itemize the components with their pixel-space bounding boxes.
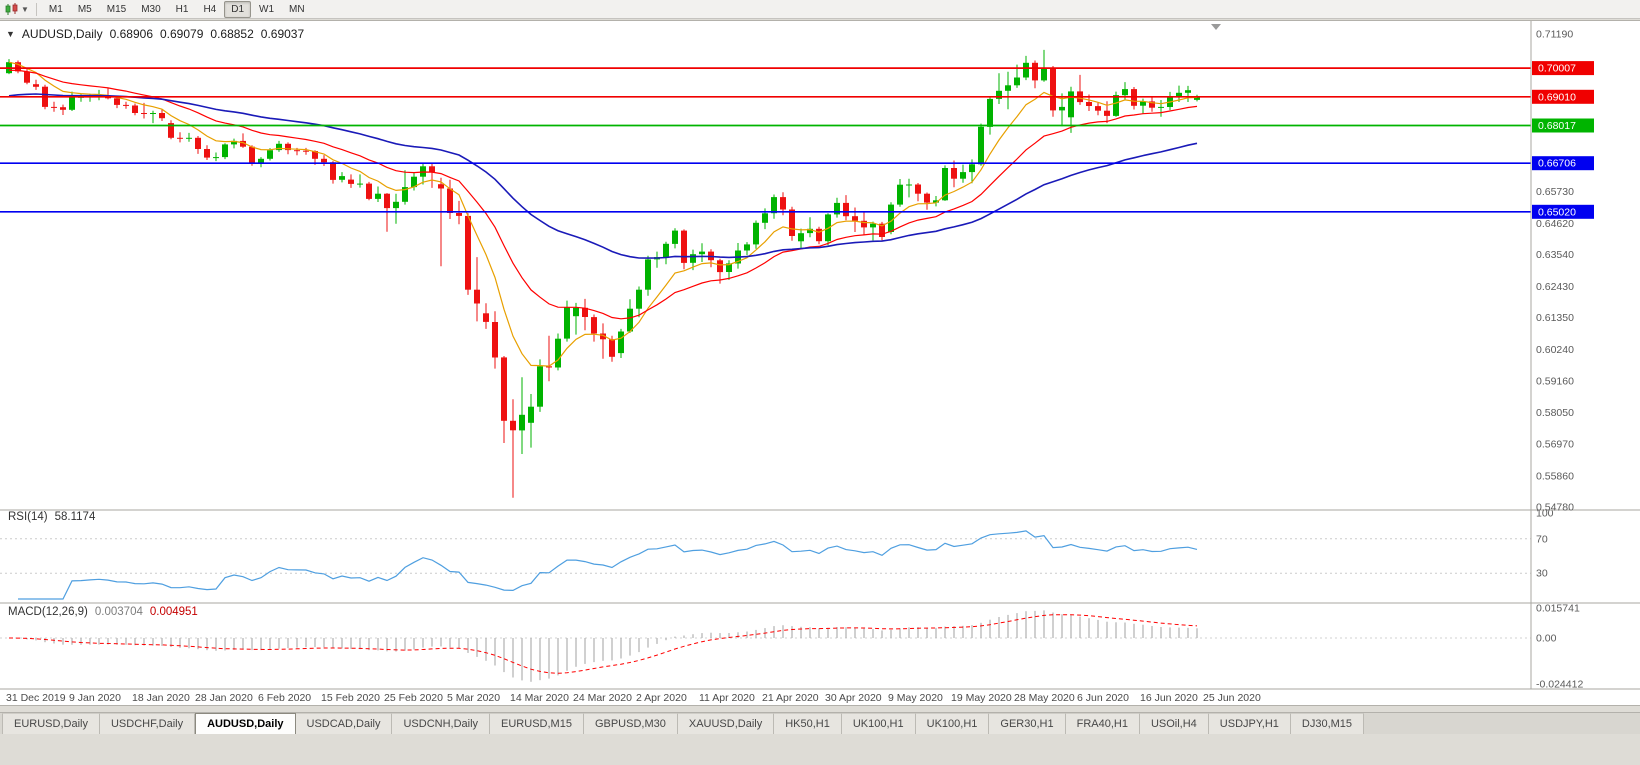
timeframe-button-w1[interactable]: W1	[259, 3, 275, 15]
horizontal-level-lines[interactable]: 0.70007 0.69010 0.68017 0.66706 0.65020	[0, 61, 1594, 219]
rsi-line	[18, 530, 1198, 600]
svg-text:0.65730: 0.65730	[1536, 186, 1574, 198]
chart-tab-uk100-h1[interactable]: UK100,H1	[841, 713, 916, 734]
svg-text:0.55860: 0.55860	[1536, 470, 1574, 482]
chart-tab-gbpusd-m30[interactable]: GBPUSD,M30	[583, 713, 678, 734]
svg-text:0.60240: 0.60240	[1536, 344, 1574, 356]
timeframe-button-h4[interactable]: H4	[203, 3, 217, 15]
svg-text:14 Mar 2020: 14 Mar 2020	[510, 692, 569, 704]
chart-tab-ger30-h1[interactable]: GER30,H1	[989, 713, 1066, 734]
toolbar-separator	[35, 2, 37, 16]
svg-text:30 Apr 2020: 30 Apr 2020	[825, 692, 882, 704]
chart-tab-usoil-h4[interactable]: USOil,H4	[1139, 713, 1209, 734]
medium-ma-line	[8, 69, 1198, 320]
candlestick-chart-glyph	[5, 2, 18, 15]
chart-type-icon[interactable]	[4, 2, 20, 16]
svg-text:15 Feb 2020: 15 Feb 2020	[321, 692, 380, 704]
svg-text:6 Jun 2020: 6 Jun 2020	[1077, 692, 1129, 704]
svg-text:28 May 2020: 28 May 2020	[1014, 692, 1075, 704]
chart-tab-uk100-h1[interactable]: UK100,H1	[915, 713, 990, 734]
chart-tab-hk50-h1[interactable]: HK50,H1	[774, 713, 842, 734]
svg-text:6 Feb 2020: 6 Feb 2020	[258, 692, 311, 704]
svg-text:30: 30	[1536, 568, 1548, 580]
chart-tab-dj30-m15[interactable]: DJ30,M15	[1290, 713, 1365, 734]
macd-signal-line	[8, 614, 1198, 674]
macd-pane: 0.015741 0.00 -0.024412	[0, 603, 1583, 691]
slow-ma-line	[8, 93, 1198, 259]
svg-text:0.66706: 0.66706	[1538, 158, 1576, 170]
svg-text:70: 70	[1536, 533, 1548, 545]
chart-tab-usdjpy-h1[interactable]: USDJPY,H1	[1208, 713, 1291, 734]
svg-text:-0.024412: -0.024412	[1536, 679, 1583, 691]
fast-ma-line	[8, 61, 1198, 367]
svg-text:0.00: 0.00	[1536, 633, 1557, 645]
timeframe-button-m5[interactable]: M5	[77, 3, 92, 15]
candles	[6, 49, 1200, 498]
svg-text:18 Jan 2020: 18 Jan 2020	[132, 692, 190, 704]
svg-text:0.56970: 0.56970	[1536, 438, 1574, 450]
svg-text:0.71190: 0.71190	[1536, 29, 1573, 41]
svg-text:0.59160: 0.59160	[1536, 375, 1574, 387]
timeframe-button-h1[interactable]: H1	[175, 3, 189, 15]
chart-tab-eurusd-daily[interactable]: EURUSD,Daily	[2, 713, 100, 734]
svg-text:0.65020: 0.65020	[1538, 206, 1576, 218]
chart-tab-audusd-daily[interactable]: AUDUSD,Daily	[195, 713, 296, 734]
svg-text:16 Jun 2020: 16 Jun 2020	[1140, 692, 1198, 704]
chart-tab-usdchf-daily[interactable]: USDCHF,Daily	[99, 713, 196, 734]
svg-text:21 Apr 2020: 21 Apr 2020	[762, 692, 819, 704]
chart-tab-xauusd-daily[interactable]: XAUUSD,Daily	[677, 713, 775, 734]
svg-text:0.63540: 0.63540	[1536, 249, 1574, 261]
timeframe-button-mn[interactable]: MN	[289, 3, 305, 15]
svg-text:11 Apr 2020: 11 Apr 2020	[699, 692, 755, 704]
timeframe-button-d1[interactable]: D1	[224, 0, 252, 18]
svg-text:2 Apr 2020: 2 Apr 2020	[636, 692, 687, 704]
timeframe-button-m30[interactable]: M30	[141, 3, 161, 15]
chart-tabs-bar: EURUSD,Daily USDCHF,Daily AUDUSD,Daily USDC…	[0, 712, 1640, 734]
svg-text:0.61350: 0.61350	[1536, 312, 1574, 324]
svg-text:0.62430: 0.62430	[1536, 281, 1574, 293]
svg-text:31 Dec 2019: 31 Dec 2019	[6, 692, 66, 704]
chart-panel: 0.70007 0.69010 0.68017 0.66706 0.65020 100 7…	[0, 20, 1640, 706]
svg-text:5 Mar 2020: 5 Mar 2020	[447, 692, 500, 704]
svg-text:19 May 2020: 19 May 2020	[951, 692, 1012, 704]
chart-tab-usdcad-daily[interactable]: USDCAD,Daily	[295, 713, 393, 734]
timeframe-button-m1[interactable]: M1	[48, 3, 63, 15]
moving-average-lines	[8, 61, 1198, 367]
svg-text:9 Jan 2020: 9 Jan 2020	[69, 692, 121, 704]
chart-tab-usdcnh-daily[interactable]: USDCNH,Daily	[392, 713, 491, 734]
svg-text:0.68017: 0.68017	[1538, 120, 1576, 132]
price-axis: 0.71190 0.65730 0.64620 0.63540 0.62430 0.613…	[0, 21, 1640, 690]
svg-text:0.69010: 0.69010	[1538, 91, 1576, 103]
svg-text:0.64620: 0.64620	[1536, 218, 1574, 230]
chart-type-caret-icon[interactable]: ▼	[21, 4, 29, 14]
timeframe-button-m15[interactable]: M15	[106, 3, 127, 15]
timeframe-toolbar: ▼ M1 M5 M15 M30 H1 H4 D1 W1 MN	[0, 0, 1640, 19]
time-axis: 31 Dec 2019 9 Jan 2020 18 Jan 2020 28 Jan 2…	[6, 692, 1261, 704]
svg-text:25 Jun 2020: 25 Jun 2020	[1203, 692, 1261, 704]
svg-text:25 Feb 2020: 25 Feb 2020	[384, 692, 443, 704]
svg-text:24 Mar 2020: 24 Mar 2020	[573, 692, 632, 704]
chart-tab-fra40-h1[interactable]: FRA40,H1	[1065, 713, 1140, 734]
svg-text:28 Jan 2020: 28 Jan 2020	[195, 692, 253, 704]
chart-tab-eurusd-m15[interactable]: EURUSD,M15	[490, 713, 584, 734]
svg-text:0.70007: 0.70007	[1538, 63, 1576, 75]
svg-text:9 May 2020: 9 May 2020	[888, 692, 943, 704]
svg-text:0.015741: 0.015741	[1536, 603, 1580, 615]
svg-text:0.54780: 0.54780	[1536, 502, 1574, 514]
svg-text:0.58050: 0.58050	[1536, 407, 1574, 419]
timeframe-buttons-group: M1 M5 M15 M30 H1 H4 D1 W1 MN	[42, 0, 313, 18]
